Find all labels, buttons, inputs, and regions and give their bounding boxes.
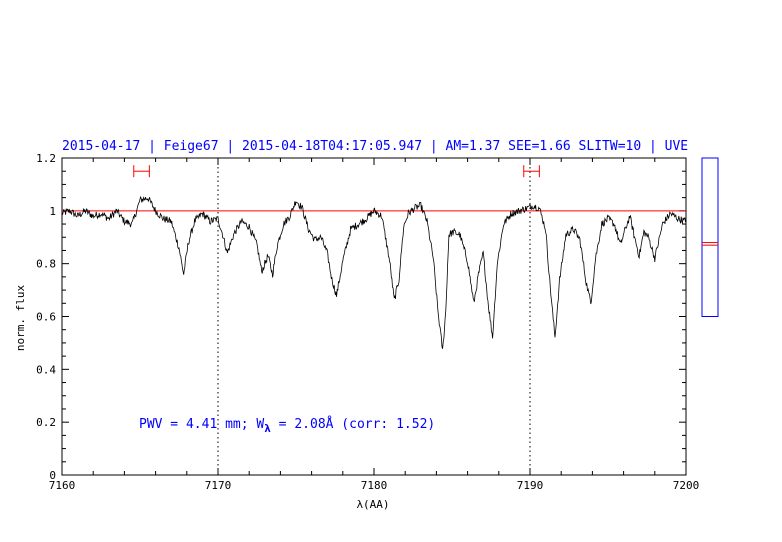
spectrum-line	[61, 195, 687, 349]
pwv-suffix: = 2.08Å (corr: 1.52)	[271, 416, 435, 432]
y-tick-label: 0.2	[36, 416, 56, 429]
range-marker	[133, 165, 150, 178]
x-tick-label: 7180	[361, 479, 388, 492]
side-indicator	[701, 157, 719, 317]
y-tick-label: 0.4	[36, 363, 56, 376]
chart-marks	[61, 158, 687, 475]
x-tick-label: 7190	[517, 479, 544, 492]
y-tick-label: 0.6	[36, 311, 56, 324]
pwv-annotation: PWV = 4.41 mm; Wλ = 2.08Å (corr: 1.52)	[139, 416, 435, 435]
x-tick-label: 7170	[205, 479, 232, 492]
axes: 7160 7170 7180 7190 7200 0 0.2 0.4 0.6 0.8 1 1.2	[36, 152, 699, 492]
pwv-sub: λ	[264, 422, 271, 435]
y-tick-label: 0	[49, 469, 56, 482]
chart-header: 2015-04-17 | Feige67 | 2015-04-18T04:17:…	[62, 139, 688, 154]
pwv-prefix: PWV = 4.41 mm; W	[139, 417, 264, 432]
y-tick-label: 0.8	[36, 258, 56, 271]
x-tick-label: 7200	[673, 479, 700, 492]
x-tick-label: 7160	[49, 479, 76, 492]
side-box	[701, 157, 719, 317]
y-tick-label: 1	[49, 205, 56, 218]
y-axis-title: norm. flux	[14, 285, 27, 352]
x-axis-title: λ(AA)	[356, 498, 389, 511]
range-marker	[523, 165, 540, 178]
y-tick-label: 1.2	[36, 152, 56, 165]
